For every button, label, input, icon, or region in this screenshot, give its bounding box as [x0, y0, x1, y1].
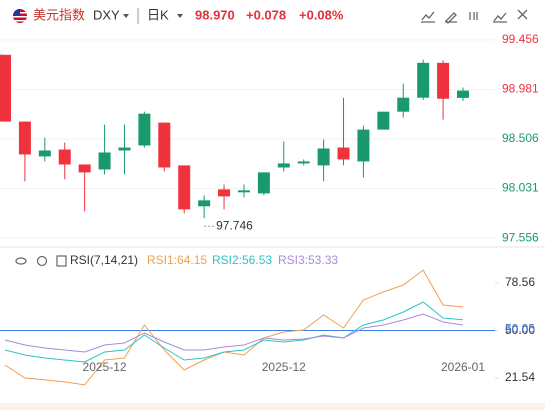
reference-label: 50.05 — [505, 322, 535, 336]
candle-body — [78, 164, 91, 173]
bottom-strip — [0, 403, 545, 410]
rsi-line — [4, 313, 464, 353]
candle-body — [98, 152, 111, 170]
y-tick-label: 98.031 — [502, 181, 539, 195]
candle-body — [357, 129, 370, 162]
candle-body — [437, 62, 450, 99]
candle-body — [38, 150, 51, 157]
toolbar[interactable] — [421, 9, 528, 24]
candle-body — [178, 165, 191, 210]
candle-body — [138, 113, 151, 146]
y-tick-label: 50.00 — [505, 323, 535, 337]
candle-body — [158, 122, 171, 168]
x-tick-label: 2026-01 — [441, 360, 485, 374]
last-price: 98.970 — [195, 7, 235, 22]
x-tick-label: 2025-12 — [83, 360, 127, 374]
y-tick-label: 21.54 — [505, 370, 535, 384]
y-tick-label: 98.506 — [502, 131, 539, 145]
candle-body — [257, 172, 270, 194]
candle-body — [118, 147, 131, 151]
low-annotation: 97.746 — [216, 218, 253, 232]
rsi-line — [4, 269, 464, 386]
y-tick-label: 97.556 — [502, 230, 539, 244]
legend-entry: RSI2:56.53 — [212, 253, 272, 267]
candle-body — [58, 149, 71, 165]
candle-body — [198, 200, 211, 207]
legend-entry: RSI1:64.15 — [147, 253, 207, 267]
candle-body — [317, 148, 330, 166]
price-change-pct: +0.08% — [299, 7, 344, 22]
legend-entry: RSI3:53.33 — [278, 253, 338, 267]
candle-body — [18, 121, 31, 155]
candle-body — [377, 111, 390, 130]
indicator-controls[interactable] — [15, 255, 67, 267]
y-tick-label: 99.456 — [502, 32, 539, 46]
candle-body — [0, 54, 11, 122]
candle-body — [337, 147, 350, 160]
period[interactable]: 日K — [147, 7, 169, 22]
candle-body — [297, 161, 310, 164]
dropdown-arrow[interactable] — [177, 14, 183, 18]
y-tick-label: 98.981 — [502, 82, 539, 96]
flag-icon — [13, 9, 27, 23]
candle-body — [218, 189, 231, 197]
candle-body — [237, 190, 250, 193]
y-tick-label: 78.56 — [505, 275, 535, 289]
indicator-title: RSI(7,14,21) — [70, 253, 138, 267]
price-change: +0.078 — [246, 7, 286, 22]
symbol[interactable]: DXY — [93, 7, 120, 22]
candle-body — [277, 163, 290, 168]
x-tick-label: 2025-12 — [262, 360, 306, 374]
dropdown-arrow[interactable] — [123, 14, 129, 18]
rsi-line — [4, 301, 464, 363]
candle-body — [397, 97, 410, 112]
index-name[interactable]: 美元指数 — [33, 7, 85, 22]
candle-body — [417, 62, 430, 98]
candle-body — [457, 90, 469, 98]
